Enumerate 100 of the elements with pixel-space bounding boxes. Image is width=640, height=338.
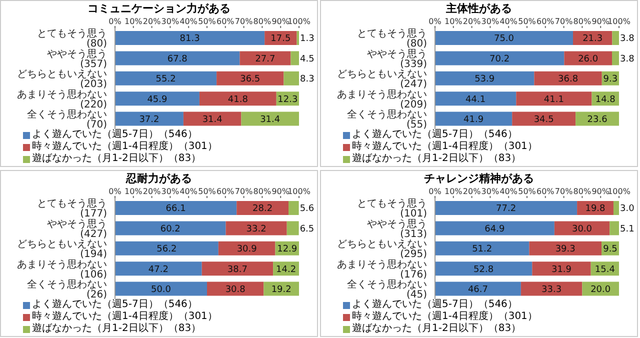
- data-label: 30.9: [236, 244, 258, 255]
- data-label: 41.1: [544, 94, 564, 105]
- data-label: 66.1: [166, 204, 186, 214]
- data-label: 1.3: [300, 34, 314, 44]
- bar: [288, 201, 299, 215]
- y-tick-label: 全くそう思わない (55): [347, 108, 428, 130]
- data-label: 6.5: [300, 224, 314, 234]
- data-label: 41.8: [228, 94, 248, 105]
- data-label: 21.3: [582, 34, 603, 44]
- data-label: 9.5: [603, 244, 618, 255]
- data-label: 39.3: [555, 244, 576, 255]
- data-label: 46.7: [468, 284, 488, 295]
- bar: [516, 92, 592, 106]
- data-label: 15.4: [594, 264, 616, 275]
- bar: [435, 112, 512, 126]
- y-tick-label: どちらともいえない (295): [337, 239, 428, 260]
- x-tick-label: 60%: [536, 17, 555, 26]
- bar: [202, 262, 274, 276]
- bar: [284, 71, 299, 86]
- bar: [512, 112, 576, 126]
- bar: [564, 51, 612, 66]
- x-tick-label: 20%: [142, 17, 162, 26]
- x-tick-label: 100%: [608, 17, 631, 26]
- y-tick-label: どちらともいえない (247): [337, 69, 428, 90]
- data-label: 36.8: [558, 74, 578, 85]
- bar: [573, 31, 612, 45]
- x-tick-label: 40%: [180, 17, 198, 26]
- data-label: 12.3: [278, 94, 298, 105]
- legend-label: 時々遊んでいた（週1-4日程度）（301）: [351, 141, 538, 152]
- y-tick-label: とてもそう思う (101): [357, 198, 428, 220]
- legend-label: 時々遊んでいた（週1-4日程度）（301）: [31, 141, 218, 152]
- data-label: 31.9: [551, 264, 572, 275]
- bar: [226, 221, 287, 236]
- bar: [534, 71, 602, 86]
- y-tick-label: 全くそう思わない (70): [27, 108, 108, 130]
- y-tick-label: とてもそう思う (177): [37, 198, 108, 220]
- y-tick-label: あまりそう思わない (106): [17, 259, 108, 280]
- data-label: 64.9: [484, 224, 505, 234]
- bar: [435, 262, 532, 276]
- data-label: 23.6: [587, 114, 608, 125]
- y-tick-label: ややそう思う (357): [47, 48, 108, 70]
- y-tick-label: ややそう思う (427): [47, 218, 108, 240]
- bar: [115, 51, 240, 66]
- data-label: 53.9: [474, 74, 495, 85]
- data-label: 77.2: [496, 204, 516, 214]
- x-tick-label: 60%: [536, 187, 555, 196]
- chart-title: 主体性がある: [445, 1, 513, 16]
- bar: [264, 31, 297, 45]
- x-tick-label: 20%: [462, 187, 482, 196]
- x-tick-label: 80%: [573, 17, 592, 26]
- data-label: 55.2: [156, 74, 176, 85]
- data-label: 45.9: [147, 94, 168, 105]
- data-label: 31.4: [202, 114, 223, 125]
- y-tick-label: 全くそう思わない (26): [27, 278, 108, 300]
- y-tick-label: とてもそう思う (80): [37, 28, 108, 50]
- x-tick-label: 40%: [180, 187, 198, 196]
- x-tick-label: 80%: [573, 187, 592, 196]
- legend-label: 遊ばなかった（月1-2日以下）（83）: [351, 153, 522, 165]
- bar: [610, 221, 619, 236]
- bar: [286, 221, 299, 236]
- bar: [115, 112, 184, 126]
- legend-label: よく遊んでいた（週5-7日）（546）: [351, 299, 518, 310]
- x-tick-label: 20%: [142, 187, 162, 196]
- y-tick-label: あまりそう思わない (209): [337, 89, 428, 110]
- x-tick-label: 30%: [161, 17, 180, 26]
- bar: [554, 221, 610, 236]
- data-label: 19.8: [585, 204, 606, 214]
- chart-title: 忍耐力がある: [124, 171, 193, 186]
- bar: [576, 112, 619, 126]
- x-tick-label: 70%: [234, 17, 254, 26]
- x-tick-label: 50%: [518, 187, 536, 196]
- bar: [183, 112, 242, 126]
- data-label: 4.5: [300, 54, 314, 64]
- bar: [241, 112, 299, 126]
- legend-label: よく遊んでいた（週5-7日）（546）: [31, 129, 198, 140]
- bar: [435, 201, 578, 215]
- legend-label: よく遊んでいた（週5-7日）（546）: [31, 299, 198, 310]
- y-tick-label: 全くそう思わない (45): [347, 278, 428, 300]
- bar: [435, 241, 530, 256]
- data-label: 33.2: [246, 224, 266, 234]
- bar: [115, 92, 200, 106]
- y-tick-label: どちらともいえない (203): [17, 69, 108, 90]
- x-tick-label: 10%: [124, 187, 143, 196]
- x-tick-label: 60%: [216, 187, 235, 196]
- x-tick-label: 100%: [288, 17, 311, 26]
- x-tick-label: 30%: [481, 187, 500, 196]
- x-tick-label: 70%: [554, 17, 574, 26]
- bar: [613, 201, 619, 215]
- data-label: 9.3: [603, 74, 618, 85]
- x-tick-label: 90%: [592, 17, 610, 26]
- y-tick-label: あまりそう思わない (220): [17, 89, 108, 110]
- bar: [115, 282, 207, 296]
- data-label: 5.1: [620, 224, 634, 234]
- data-label: 12.9: [277, 244, 298, 255]
- x-tick-label: 40%: [500, 187, 518, 196]
- bar: [435, 51, 564, 66]
- x-tick-label: 10%: [444, 17, 463, 26]
- x-tick-label: 0%: [108, 187, 122, 196]
- data-label: 28.2: [252, 204, 273, 214]
- y-tick-label: あまりそう思わない (176): [337, 259, 428, 280]
